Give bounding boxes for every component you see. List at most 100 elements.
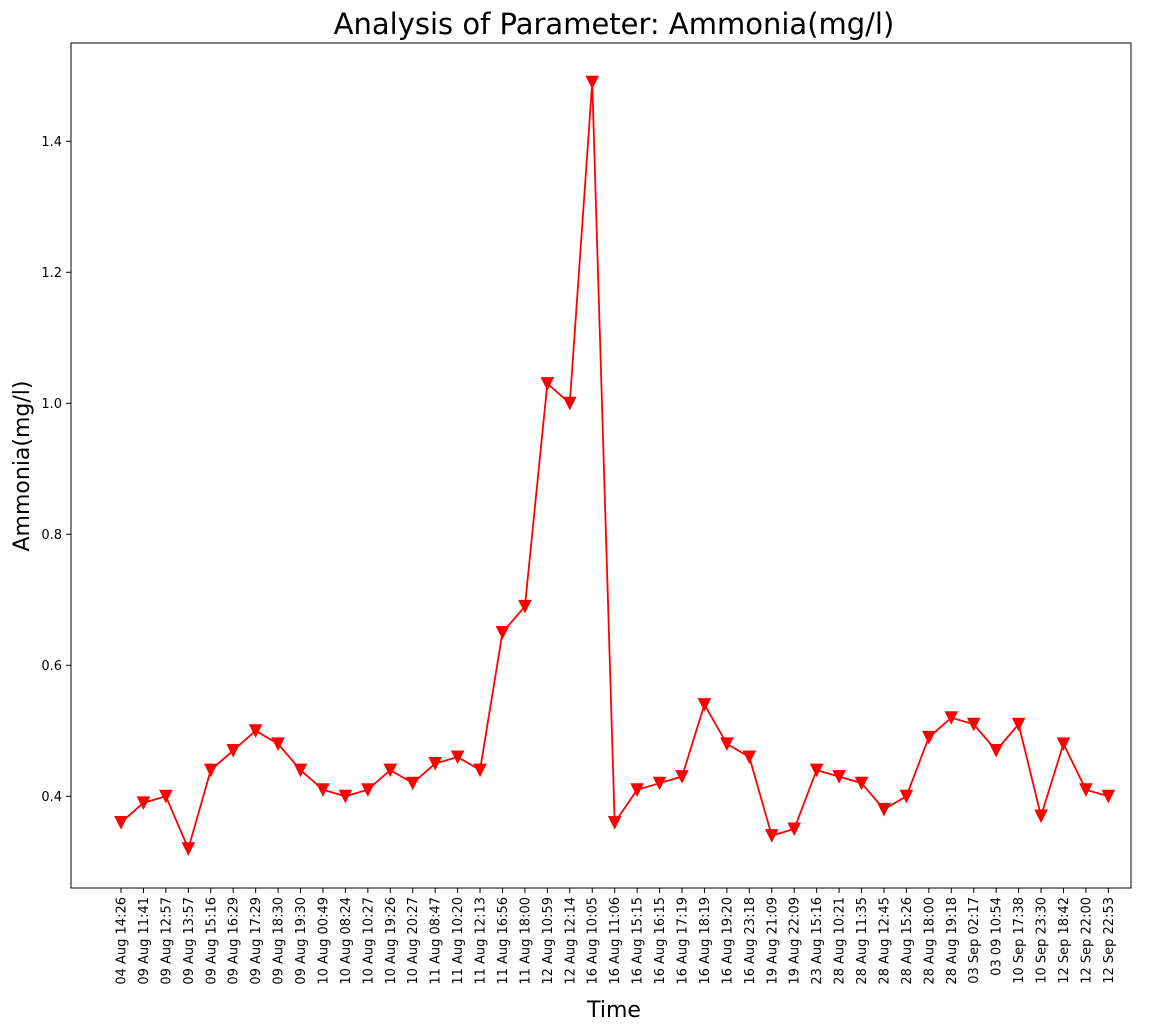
y-tick-label: 1.4 [41, 135, 62, 150]
x-tick-label: 10 Sep 23:30 [1035, 897, 1050, 984]
data-point-marker [1056, 737, 1071, 752]
x-tick-label: 28 Aug 18:00 [922, 897, 937, 985]
data-point-marker [607, 815, 622, 830]
x-tick-label: 16 Aug 18:19 [698, 897, 713, 985]
x-tick-label: 12 Aug 12:14 [563, 897, 578, 985]
x-tick-label: 10 Aug 08:24 [339, 897, 354, 985]
data-point-marker [832, 770, 846, 784]
x-tick-label: 16 Aug 23:18 [743, 897, 758, 985]
x-tick-label: 23 Aug 15:16 [810, 897, 825, 985]
x-axis-label: Time [586, 998, 641, 1023]
data-point-marker [630, 783, 644, 797]
x-axis: 04 Aug 14:26 09 Aug 11:41 09 Aug 12:57 09 A… [115, 888, 1117, 985]
x-tick-label: 12 Sep 22:53 [1102, 897, 1117, 984]
x-tick-label: 28 Aug 19:18 [945, 897, 960, 985]
y-tick-label: 0.8 [41, 528, 62, 543]
x-tick-label: 11 Aug 08:47 [429, 897, 444, 985]
data-point-marker [877, 802, 891, 817]
data-point-marker [405, 776, 420, 791]
data-point-marker [226, 743, 241, 758]
data-point-marker [518, 599, 532, 614]
data-point-marker [989, 743, 1003, 758]
x-tick-label: 09 Aug 16:29 [227, 897, 242, 985]
x-tick-label: 19 Aug 22:09 [788, 897, 803, 985]
data-point-marker [136, 796, 151, 810]
x-tick-label: 09 Aug 11:41 [137, 897, 152, 985]
x-tick-label: 03 09 10:54 [990, 897, 1005, 976]
data-point-marker [540, 377, 555, 391]
data-point-marker [293, 763, 308, 778]
data-point-marker [1101, 789, 1116, 804]
data-point-marker [1034, 809, 1048, 824]
data-point-marker [899, 789, 914, 804]
data-point-marker [922, 730, 936, 745]
x-tick-label: 11 Aug 18:00 [518, 897, 533, 985]
x-tick-label: 28 Aug 11:35 [855, 897, 870, 985]
x-tick-label: 10 Aug 19:26 [384, 897, 399, 985]
data-point-marker [585, 75, 600, 90]
x-tick-label: 10 Aug 00:49 [316, 897, 331, 985]
x-tick-label: 03 Sep 02:17 [967, 897, 982, 984]
x-tick-label: 10 Aug 10:27 [361, 897, 376, 985]
data-point-marker [1079, 783, 1093, 797]
data-point-marker [720, 737, 734, 752]
y-tick-label: 0.4 [41, 790, 62, 805]
x-tick-label: 11 Aug 16:56 [496, 897, 511, 985]
x-tick-label: 12 Sep 22:00 [1079, 897, 1094, 984]
y-tick-label: 1.2 [41, 266, 62, 281]
data-point-marker [854, 776, 869, 791]
data-point-marker [248, 724, 263, 738]
y-tick-label: 1.0 [41, 397, 62, 412]
data-point-marker [473, 763, 487, 778]
x-tick-label: 16 Aug 10:05 [586, 897, 601, 985]
x-tick-label: 09 Aug 17:29 [249, 897, 264, 985]
x-tick-label: 09 Aug 19:30 [294, 897, 309, 985]
x-tick-label: 12 Aug 10:59 [541, 897, 556, 985]
plot-area [70, 42, 1132, 889]
series-line [114, 75, 1116, 856]
x-tick-label: 12 Sep 18:42 [1057, 897, 1072, 984]
data-point-marker [159, 789, 173, 804]
data-point-marker [383, 763, 398, 778]
data-point-marker [316, 783, 330, 797]
series-path [120, 82, 1109, 852]
data-point-marker [764, 829, 779, 843]
x-tick-label: 10 Aug 20:27 [406, 897, 421, 985]
x-tick-label: 04 Aug 14:26 [115, 897, 130, 985]
data-point-marker [944, 711, 959, 725]
data-point-marker [809, 763, 824, 778]
x-tick-label: 09 Aug 13:57 [182, 897, 197, 985]
x-tick-label: 19 Aug 21:09 [765, 897, 780, 985]
data-point-marker [181, 842, 196, 856]
data-point-marker [428, 757, 442, 771]
chart-title: Analysis of Parameter: Ammonia(mg/l) [334, 7, 895, 41]
data-point-marker [697, 698, 712, 712]
x-tick-label: 09 Aug 15:16 [204, 897, 219, 985]
data-point-marker [203, 763, 218, 778]
x-tick-label: 28 Aug 10:21 [833, 897, 848, 985]
x-tick-label: 09 Aug 12:57 [159, 897, 174, 985]
y-tick-label: 0.6 [41, 659, 62, 674]
y-axis-label: Ammonia(mg/l) [10, 381, 35, 552]
x-tick-label: 16 Aug 15:15 [631, 897, 646, 985]
data-point-marker [361, 783, 375, 797]
x-tick-label: 28 Aug 15:26 [900, 897, 915, 985]
data-point-marker [271, 737, 285, 752]
x-tick-label: 16 Aug 11:06 [608, 897, 623, 985]
data-point-marker [787, 822, 802, 837]
y-axis: 0.4 0.6 0.8 1.0 1.2 1.4 [41, 135, 71, 805]
data-point-marker [1011, 717, 1026, 732]
data-point-marker [114, 815, 128, 830]
data-point-marker [675, 770, 689, 784]
x-tick-label: 16 Aug 17:19 [676, 897, 691, 985]
x-tick-label: 11 Aug 10:20 [451, 897, 466, 985]
data-point-marker [338, 789, 353, 804]
x-tick-label: 28 Aug 12:45 [877, 897, 892, 985]
data-point-marker [495, 626, 510, 640]
data-point-marker [562, 396, 577, 411]
x-tick-label: 09 Aug 18:30 [272, 897, 287, 985]
data-point-marker [966, 717, 981, 732]
data-point-marker [742, 750, 757, 765]
x-tick-label: 10 Sep 17:38 [1012, 897, 1027, 984]
